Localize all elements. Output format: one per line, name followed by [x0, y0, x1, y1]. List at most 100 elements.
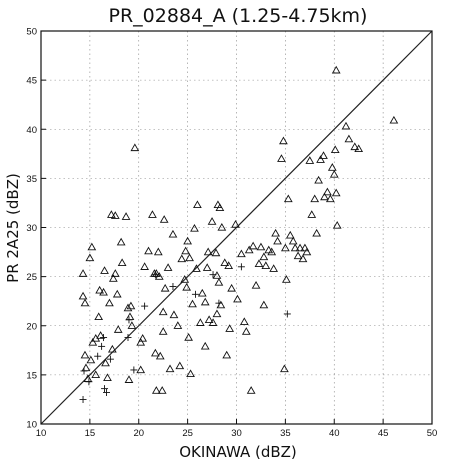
y-tick-label: 50: [26, 27, 37, 38]
triangle-point: [138, 334, 148, 342]
triangle-point: [280, 243, 290, 252]
triangle-point: [293, 251, 303, 260]
triangle-point: [216, 300, 226, 309]
chart-title: PR_02884_A (1.25-4.75km): [109, 5, 368, 27]
triangle-point: [157, 386, 167, 394]
x-axis-label: OKINAWA (dBZ): [179, 443, 297, 461]
triangle-point: [273, 236, 282, 245]
triangle-point: [316, 155, 325, 163]
triangle-point: [78, 269, 88, 277]
x-tick-label: 50: [427, 428, 438, 439]
triangle-point: [246, 386, 256, 394]
triangle-point: [168, 229, 178, 238]
triangle-point: [285, 230, 295, 239]
triangle-point: [105, 298, 114, 307]
triangle-point: [259, 252, 269, 261]
triangle-point: [193, 200, 202, 209]
triangle-point: [389, 115, 399, 124]
y-tick-label: 15: [26, 370, 37, 381]
plus-point: [94, 352, 102, 360]
triangle-point: [180, 275, 190, 283]
triangle-point: [330, 145, 340, 154]
triangle-point: [290, 243, 300, 252]
plus-point: [80, 367, 88, 375]
triangle-point: [186, 369, 195, 378]
x-tick-label: 25: [182, 428, 193, 439]
triangle-point: [181, 246, 191, 255]
triangle-point: [271, 228, 280, 237]
triangle-point: [182, 282, 192, 291]
triangle-point: [155, 351, 165, 360]
triangle-point: [123, 303, 133, 312]
triangle-point: [208, 318, 218, 326]
triangle-point: [188, 299, 197, 308]
triangle-point: [331, 65, 341, 74]
triangle-point: [239, 317, 249, 325]
triangle-point: [100, 266, 109, 274]
triangle-point: [354, 144, 364, 153]
y-tick-label: 10: [26, 420, 37, 431]
triangle-point: [227, 283, 236, 292]
triangle-point: [85, 253, 95, 262]
triangle-point: [108, 274, 118, 282]
plus-point: [169, 282, 177, 290]
triangle-point: [212, 271, 222, 279]
plus-point: [98, 342, 106, 350]
triangle-point: [175, 361, 185, 370]
triangle-point: [107, 344, 117, 353]
plus-point: [85, 378, 93, 386]
triangle-point: [96, 331, 106, 339]
triangle-point: [277, 154, 286, 162]
plus-point: [125, 316, 133, 324]
plus-point: [209, 271, 217, 279]
triangle-point: [177, 254, 187, 263]
triangle-point: [185, 253, 194, 262]
triangle-point: [307, 210, 317, 218]
plus-point: [141, 302, 149, 310]
triangle-point: [295, 243, 305, 252]
triangle-point: [344, 134, 354, 143]
plus-point: [79, 395, 87, 403]
triangle-point: [78, 291, 88, 300]
triangle-point: [91, 370, 101, 379]
plus-point: [130, 366, 138, 374]
triangle-point: [117, 258, 127, 267]
triangle-point: [126, 301, 136, 310]
triangle-point: [248, 241, 258, 250]
triangle-point: [281, 275, 291, 283]
triangle-point: [251, 280, 261, 289]
triangle-point: [312, 228, 322, 237]
triangle-point: [261, 261, 271, 269]
triangle-point: [320, 192, 329, 201]
y-tick-label: 40: [26, 125, 37, 136]
plus-point: [101, 385, 109, 393]
triangle-point: [173, 321, 183, 329]
triangle-point: [160, 283, 170, 292]
triangle-point: [279, 136, 288, 145]
triangle-point: [220, 258, 230, 267]
triangle-point: [331, 188, 341, 197]
triangle-point: [302, 247, 312, 256]
y-tick-label: 35: [26, 174, 37, 185]
x-tick-label: 40: [329, 428, 340, 439]
triangle-point: [202, 263, 212, 271]
triangle-point: [110, 211, 120, 219]
x-tick-label: 10: [36, 428, 47, 439]
triangle-point: [127, 321, 137, 329]
triangle-point: [192, 264, 201, 272]
triangle-point: [241, 327, 251, 335]
triangle-point: [217, 222, 227, 231]
triangle-point: [99, 287, 108, 296]
triangle-point: [350, 142, 360, 151]
triangle-point: [305, 156, 315, 164]
triangle-point: [140, 262, 149, 270]
triangle-point: [298, 254, 308, 263]
triangle-point: [224, 261, 234, 269]
triangle-point: [319, 151, 328, 159]
triangle-point: [233, 294, 242, 303]
triangle-point: [327, 163, 337, 171]
triangle-point: [130, 143, 140, 152]
triangle-point: [95, 285, 105, 294]
triangle-point: [159, 215, 169, 223]
